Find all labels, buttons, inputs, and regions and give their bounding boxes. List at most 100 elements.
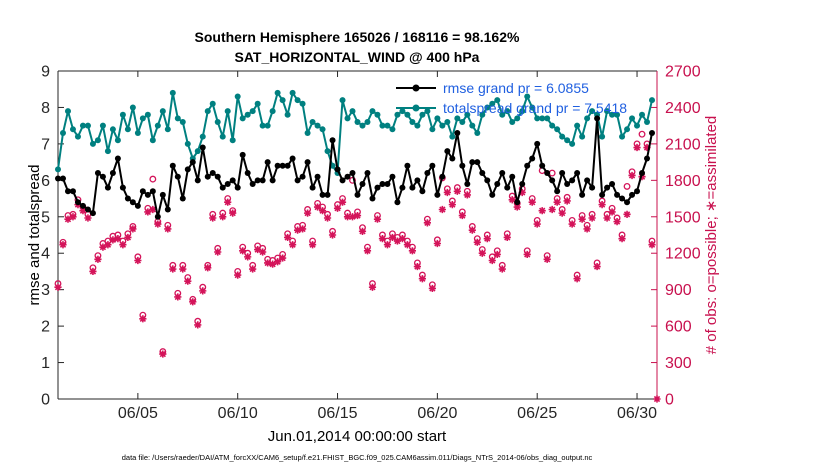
assimilated-obs-point: [64, 215, 72, 223]
assimilated-obs-series: [54, 143, 661, 403]
assimilated-obs-point: [284, 233, 292, 242]
assimilated-obs-point: [179, 265, 187, 273]
assimilated-obs-point: [428, 284, 436, 293]
totalspread-point: [409, 119, 416, 126]
totalspread-point: [569, 140, 576, 147]
rmse-point: [564, 180, 571, 187]
rmse-point: [164, 206, 171, 213]
assimilated-obs-point: [603, 214, 611, 222]
totalspread-point: [174, 115, 181, 122]
totalspread-point: [644, 119, 651, 126]
totalspread-point: [474, 129, 481, 136]
totalspread-point: [544, 115, 551, 122]
assimilated-obs-point: [54, 283, 62, 291]
assimilated-obs-point: [538, 207, 546, 215]
assimilated-obs-point: [234, 271, 242, 279]
rmse-point: [189, 159, 196, 166]
totalspread-point: [129, 104, 136, 111]
rmse-point: [144, 191, 151, 198]
totalspread-point: [524, 93, 531, 100]
y2-tick-label: 2700: [665, 64, 701, 81]
plot-area: 06/05 06/10 06/15 06/20 06/25 06/30 0 1 2 3 4 5 6 7 8 9…: [41, 64, 701, 423]
chart-subtitle: SAT_HORIZONTAL_WIND @ 400 hPa: [235, 49, 480, 65]
rmse-point: [264, 159, 271, 166]
assimilated-obs-point: [548, 205, 556, 214]
rmse-point: [224, 180, 231, 187]
totalspread-point: [534, 115, 541, 122]
assimilated-obs-point: [533, 220, 541, 228]
rmse-point: [324, 191, 331, 198]
totalspread-point: [314, 122, 321, 129]
rmse-point: [339, 177, 346, 184]
assimilated-obs-point: [413, 262, 421, 271]
rmse-point: [109, 170, 116, 177]
totalspread-point: [589, 108, 596, 115]
rmse-point: [209, 170, 216, 177]
rmse-point: [194, 177, 201, 184]
totalspread-point: [614, 111, 621, 118]
assimilated-obs-point: [199, 287, 207, 295]
assimilated-obs-point: [338, 198, 347, 206]
totalspread-point: [84, 122, 91, 129]
assimilated-obs-point: [353, 211, 362, 220]
rmse-point: [579, 191, 586, 198]
rmse-point: [154, 213, 161, 220]
totalspread-point: [444, 119, 451, 126]
totalspread-point: [279, 97, 286, 104]
totalspread-point: [324, 148, 331, 155]
legend-rmse-label: rmse grand pr = 6.0855: [443, 80, 589, 96]
totalspread-point: [319, 126, 326, 133]
y2-tick-label: 0: [665, 392, 674, 409]
rmse-point: [239, 151, 246, 158]
rmse-point: [254, 177, 261, 184]
assimilated-obs-point: [558, 209, 566, 217]
rmse-point: [249, 180, 256, 187]
rmse-point: [569, 177, 576, 184]
rmse-point: [234, 184, 241, 191]
assimilated-obs-point: [184, 277, 192, 285]
assimilated-obs-point: [493, 250, 501, 259]
totalspread-point: [124, 126, 131, 133]
totalspread-point: [464, 111, 471, 118]
rmse-point: [599, 191, 606, 198]
totalspread-point: [114, 137, 121, 144]
rmse-point: [199, 144, 206, 151]
assimilated-obs-point: [498, 265, 506, 273]
totalspread-point: [559, 133, 566, 140]
rmse-point: [314, 173, 321, 180]
totalspread-point: [459, 119, 466, 126]
assimilated-obs-point: [84, 214, 92, 222]
assimilated-obs-point: [458, 211, 466, 220]
assimilated-obs-point: [488, 256, 496, 265]
totalspread-point: [619, 133, 626, 140]
assimilated-obs-point: [473, 238, 481, 246]
rmse-point: [539, 162, 546, 169]
totalspread-point: [399, 108, 406, 115]
assimilated-obs-point: [568, 220, 576, 228]
totalspread-point: [554, 126, 561, 133]
y-tick-label: 0: [41, 392, 50, 409]
assimilated-obs-point: [194, 321, 202, 329]
assimilated-obs-point: [613, 218, 621, 226]
totalspread-point: [499, 111, 506, 118]
totalspread-point: [364, 119, 371, 126]
totalspread-point: [489, 100, 496, 107]
rmse-point: [639, 170, 646, 177]
assimilated-obs-point: [628, 171, 636, 180]
totalspread-point: [404, 111, 411, 118]
rmse-point: [514, 199, 521, 206]
chart-title: Southern Hemisphere 165026 / 168116 = 98…: [195, 29, 520, 45]
assimilated-obs-point: [224, 198, 232, 206]
rmse-point: [584, 177, 591, 184]
rmse-point: [424, 170, 431, 177]
rmse-point: [604, 184, 611, 191]
rmse-point: [129, 199, 136, 206]
rmse-point: [124, 195, 131, 202]
totalspread-point: [514, 115, 521, 122]
assimilated-obs-point: [154, 220, 162, 228]
totalspread-point: [379, 122, 386, 129]
assimilated-obs-point: [398, 235, 407, 243]
rmse-point: [474, 159, 481, 166]
rmse-point: [444, 148, 451, 155]
totalspread-point: [164, 126, 171, 133]
